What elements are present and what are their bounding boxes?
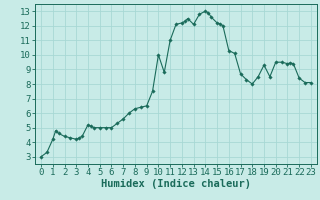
X-axis label: Humidex (Indice chaleur): Humidex (Indice chaleur) [101, 179, 251, 189]
